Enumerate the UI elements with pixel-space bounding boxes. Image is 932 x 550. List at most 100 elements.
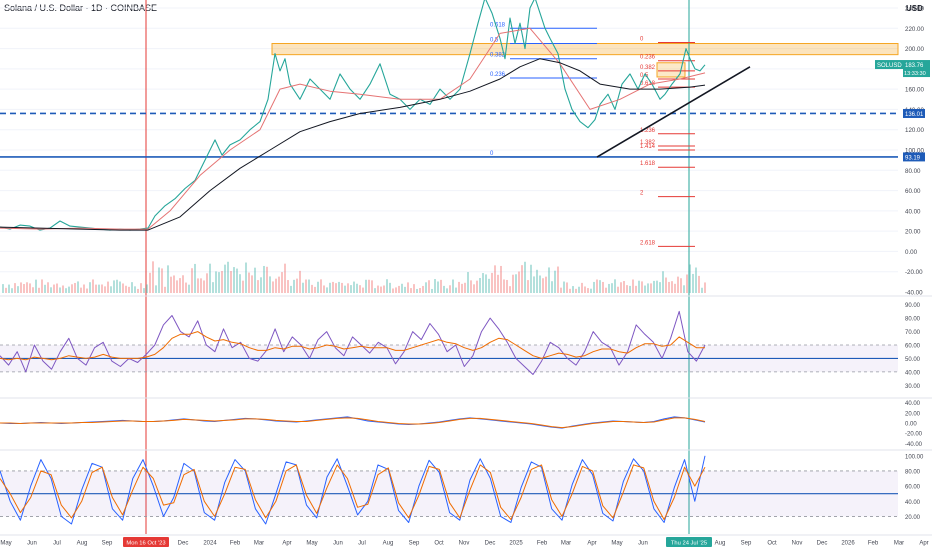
volume-bar <box>335 283 337 293</box>
volume-bar <box>86 288 88 293</box>
volume-bar <box>611 283 613 293</box>
volume-bar <box>380 286 382 293</box>
price-axis-tick: 220.00 <box>905 26 924 33</box>
volume-bar <box>341 282 343 293</box>
x-axis-tick: Mar <box>254 541 264 547</box>
x-axis-tick: Jun <box>333 541 343 547</box>
volume-bar <box>233 267 235 293</box>
volume-bar <box>80 287 82 293</box>
volume-bar <box>425 282 427 293</box>
volume-bar <box>98 284 100 293</box>
x-axis-tick: Jul <box>53 541 61 547</box>
volume-bar <box>110 286 112 293</box>
volume-bar <box>44 284 46 293</box>
x-axis-tick: Dec <box>817 541 828 547</box>
x-axis-highlight-label: Mon 16 Oct '23 <box>126 541 165 547</box>
volume-bar <box>359 285 361 293</box>
volume-bar <box>563 281 565 293</box>
rsi-panel-axis-tick: 60.00 <box>905 344 921 350</box>
volume-bar <box>389 282 391 293</box>
volume-bar <box>569 288 571 293</box>
volume-bar <box>638 280 640 293</box>
volume-bar <box>398 285 400 293</box>
volume-bar <box>545 276 547 293</box>
volume-bar <box>53 284 55 293</box>
currency-label: USD <box>906 4 923 13</box>
fib-red-level-label: 2.618 <box>640 240 656 246</box>
volume-bar <box>548 267 550 293</box>
volume-bar <box>554 270 556 293</box>
volume-bar <box>485 274 487 293</box>
volume-bar <box>17 286 19 293</box>
level-price-tag-label: 136.01 <box>905 112 924 118</box>
x-axis-tick: Apr <box>919 541 928 547</box>
volume-bar <box>401 283 403 293</box>
volume-bar <box>365 279 367 293</box>
stoch-panel-series-line <box>0 455 706 525</box>
price-axis-tick: 20.00 <box>905 229 921 236</box>
volume-bar <box>668 281 670 293</box>
x-axis-tick: Jun <box>27 541 37 547</box>
volume-bar <box>260 277 262 293</box>
x-axis-tick: Mar <box>894 541 904 547</box>
volume-bar <box>371 280 373 293</box>
volume-bar <box>488 278 490 293</box>
volume-bar <box>206 273 208 293</box>
volume-bar <box>215 271 217 293</box>
macd-panel-axis-tick: -20.00 <box>905 432 923 438</box>
x-axis-tick: Dec <box>178 541 189 547</box>
volume-bar <box>290 285 292 293</box>
volume-bar <box>344 285 346 293</box>
volume-bar <box>128 286 130 293</box>
fib-blue-level-label: 0.382 <box>490 53 506 59</box>
volume-bar <box>32 287 34 293</box>
countdown-label: 13:33:30 <box>904 71 926 77</box>
volume-bar <box>377 285 379 293</box>
volume-bar <box>500 265 502 293</box>
volume-bar <box>197 278 199 293</box>
volume-bar <box>65 288 67 293</box>
volume-bar <box>329 282 331 293</box>
fib-blue-level-label: 0.236 <box>490 72 506 78</box>
volume-bar <box>302 282 304 293</box>
x-axis-tick: May <box>611 541 622 547</box>
volume-bar <box>11 288 13 293</box>
volume-bar <box>701 287 703 293</box>
volume-bar <box>494 265 496 293</box>
volume-bar <box>383 285 385 293</box>
volume-bar <box>134 286 136 293</box>
volume-bar <box>275 278 277 293</box>
volume-bar <box>161 268 163 293</box>
volume-bar <box>704 282 706 293</box>
volume-bar <box>41 279 43 293</box>
x-axis-tick: Oct <box>434 541 444 547</box>
volume-bar <box>245 262 247 293</box>
volume-bar <box>251 275 253 293</box>
volume-bar <box>695 267 697 293</box>
volume-bar <box>482 273 484 293</box>
volume-bar <box>620 282 622 293</box>
volume-bar <box>131 282 133 293</box>
volume-bar <box>566 282 568 293</box>
volume-bar <box>692 273 694 293</box>
volume-bar <box>530 264 532 293</box>
volume-bar <box>623 281 625 293</box>
fib-red-level-label: 1.382 <box>640 140 656 146</box>
volume-bar <box>617 286 619 293</box>
volume-bar <box>644 285 646 293</box>
level-price-tag <box>903 152 925 162</box>
volume-bar <box>140 283 142 293</box>
volume-bar <box>95 284 97 293</box>
volume-bar <box>665 277 667 293</box>
volume-bar <box>641 281 643 293</box>
x-axis-tick: Apr <box>282 541 291 547</box>
x-axis-tick: 2024 <box>203 541 217 547</box>
price-axis-tick: 80.00 <box>905 168 921 175</box>
volume-bar <box>395 287 397 293</box>
volume-bar <box>467 272 469 293</box>
volume-bar <box>38 287 40 293</box>
volume-bar <box>419 288 421 293</box>
volume-bar <box>92 279 94 293</box>
volume-bar <box>647 283 649 293</box>
